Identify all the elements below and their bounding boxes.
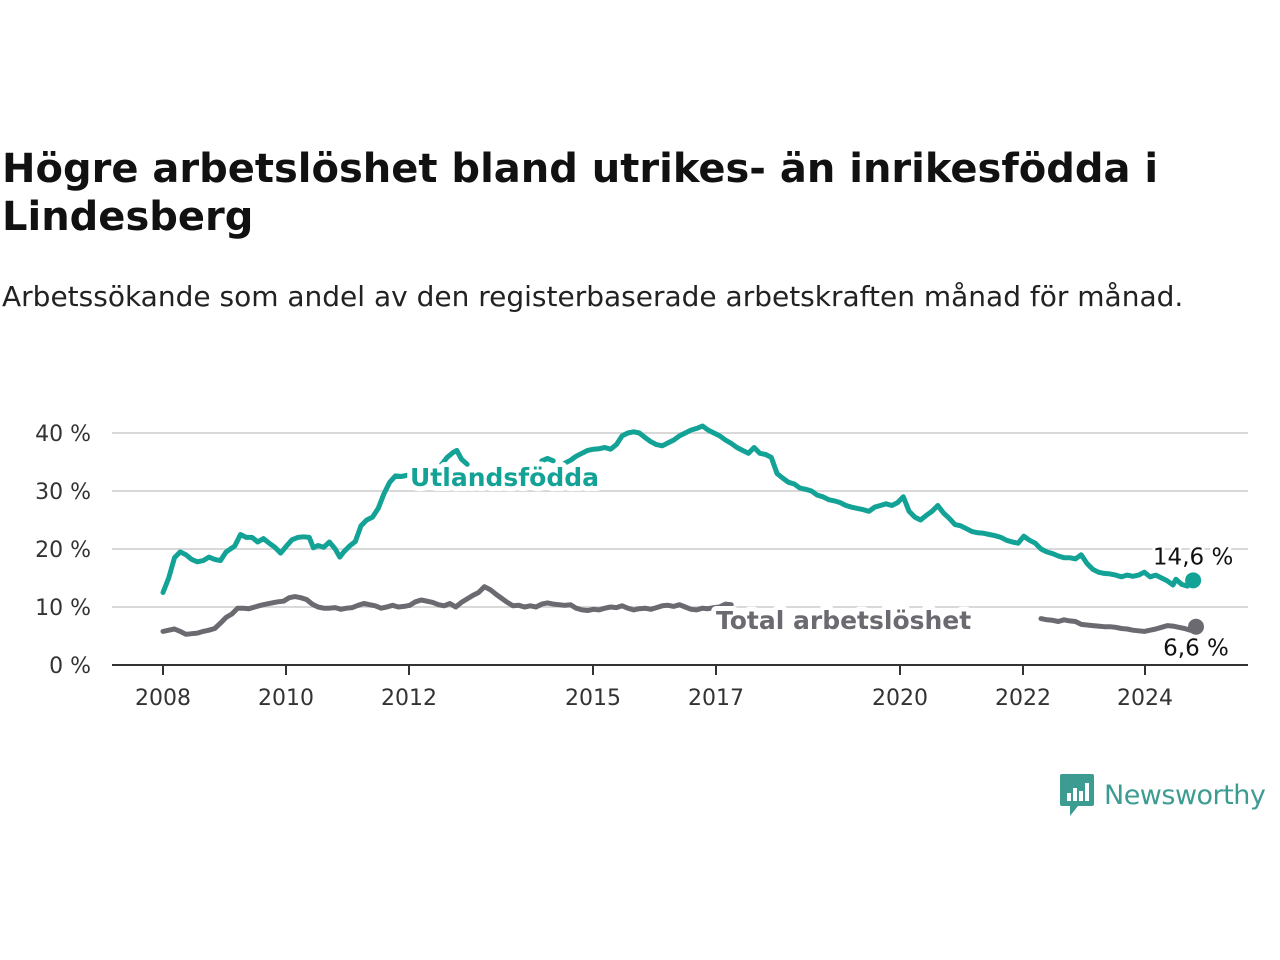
x-tick-label: 2024 bbox=[1117, 686, 1173, 711]
x-tick-label: 2015 bbox=[565, 686, 621, 711]
x-tick-label: 2010 bbox=[258, 686, 314, 711]
grid-layer bbox=[112, 432, 1248, 608]
series-end-label-0: 14,6 % bbox=[1153, 544, 1233, 570]
newsworthy-logo-icon bbox=[1060, 774, 1094, 816]
line-chart: 0 % 10 % 20 % 30 % 40 % 2008 2010 2012 2015 2017 2… bbox=[35, 422, 1248, 711]
series-line-1 bbox=[160, 584, 1199, 637]
chart-subtitle: Arbetssökande som andel av den registerb… bbox=[2, 280, 1184, 313]
y-tick-label: 20 % bbox=[35, 538, 91, 563]
series-name-label-1: Total arbetslöshet bbox=[716, 606, 971, 635]
brand-name: Newsworthy bbox=[1104, 779, 1266, 811]
series-layer bbox=[160, 423, 1204, 637]
x-tick-label: 2008 bbox=[135, 686, 191, 711]
x-tick-label: 2012 bbox=[381, 686, 437, 711]
x-tick-label: 2017 bbox=[688, 686, 744, 711]
series-line-0 bbox=[160, 423, 1196, 595]
y-tick-label: 10 % bbox=[35, 596, 91, 621]
series-name-label-0: Utlandsfödda bbox=[410, 463, 599, 492]
y-tick-label: 0 % bbox=[49, 654, 91, 679]
series-end-label-1: 6,6 % bbox=[1163, 636, 1229, 662]
axis-layer: 0 % 10 % 20 % 30 % 40 % 2008 2010 2012 2015 2017 2… bbox=[35, 422, 1248, 711]
x-tick-label: 2020 bbox=[872, 686, 928, 711]
y-tick-label: 40 % bbox=[35, 422, 91, 447]
x-tick-label: 2022 bbox=[995, 686, 1051, 711]
chart-title: Högre arbetslöshet bland utrikes- än inr… bbox=[2, 146, 1159, 240]
y-tick-label: 30 % bbox=[35, 480, 91, 505]
series-end-dot-1 bbox=[1188, 618, 1204, 635]
brand-logo: Newsworthy bbox=[1058, 772, 1266, 818]
label-layer: Utlandsfödda Total arbetslöshet 14,6 % 6,6 … bbox=[405, 458, 1236, 665]
series-end-dot-0 bbox=[1185, 572, 1202, 589]
